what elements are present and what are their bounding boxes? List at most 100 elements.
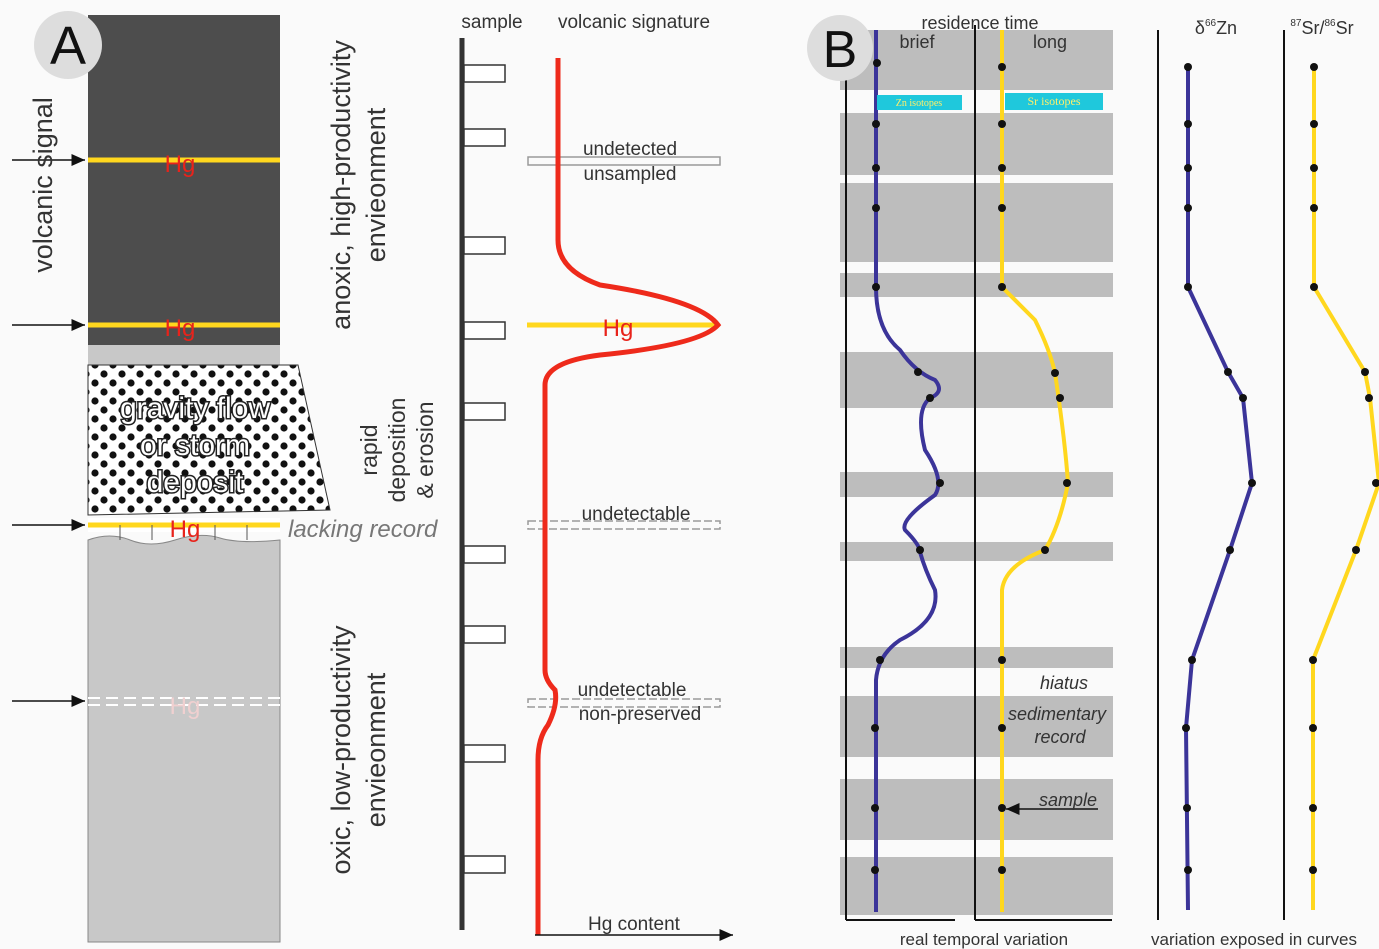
- sample-box: [464, 403, 505, 420]
- environment-label: envieonment: [361, 672, 391, 827]
- zn-prefix: δ: [1195, 18, 1205, 38]
- deposit-line: deposit: [147, 466, 244, 499]
- dot: [872, 164, 880, 172]
- dot: [1063, 479, 1071, 487]
- environment-label: anoxic, high-productivity: [326, 40, 356, 330]
- rapid-label: rapid: [356, 424, 382, 475]
- panel-label: B: [823, 21, 858, 79]
- dark-layer: [88, 15, 280, 345]
- dot: [998, 120, 1006, 128]
- deposit-line: or storm: [140, 429, 250, 462]
- dot: [998, 283, 1006, 291]
- sr-suffix: Sr: [1336, 18, 1354, 38]
- dot: [1309, 724, 1317, 732]
- dot: [998, 866, 1006, 874]
- band: [840, 472, 1113, 497]
- light-layer: [88, 535, 280, 942]
- light-strip: [88, 345, 280, 365]
- hg-label: Hg: [165, 315, 196, 342]
- dot: [1183, 804, 1191, 812]
- dot: [1224, 368, 1232, 376]
- dot: [998, 204, 1006, 212]
- band: [840, 30, 1113, 90]
- column-header: brief: [899, 32, 935, 52]
- dot: [1184, 283, 1192, 291]
- gap-label: undetectable: [582, 504, 691, 525]
- dot: [936, 479, 944, 487]
- dot: [1239, 394, 1247, 402]
- dot: [1310, 120, 1318, 128]
- dot: [1226, 546, 1234, 554]
- dot: [1352, 546, 1360, 554]
- sr-sup: 86: [1325, 18, 1337, 29]
- dot: [1248, 479, 1256, 487]
- hg-label: Hg: [165, 151, 196, 178]
- dot: [1309, 866, 1317, 874]
- dot: [1051, 369, 1059, 377]
- body: Hg Hg Hg Hg gravity flow or storm deposi…: [0, 0, 1379, 949]
- gap-label: unsampled: [584, 164, 677, 185]
- dot: [871, 804, 879, 812]
- dot: [1310, 204, 1318, 212]
- sample-box: [464, 237, 505, 254]
- sedimentary-record: record: [1034, 727, 1086, 747]
- residence-time: residence time: [921, 13, 1038, 33]
- dot: [1365, 394, 1373, 402]
- dot: [871, 866, 879, 874]
- dot: [998, 63, 1006, 71]
- hg-label: Hg: [170, 693, 201, 720]
- dot: [1184, 204, 1192, 212]
- dot: [872, 283, 880, 291]
- x-axis-label: Hg content: [588, 914, 681, 935]
- hiatus: hiatus: [1040, 673, 1088, 693]
- dot: [998, 164, 1006, 172]
- dot: [1184, 164, 1192, 172]
- gap-label: undetectable: [578, 680, 687, 701]
- dot: [1182, 724, 1190, 732]
- sample-box: [464, 856, 505, 873]
- dot: [1041, 546, 1049, 554]
- rapid-label: deposition: [384, 398, 410, 503]
- column-header: volcanic signature: [558, 12, 710, 33]
- dot: [872, 204, 880, 212]
- isotope-label: Zn isotopes: [896, 98, 942, 109]
- dot: [1184, 866, 1192, 874]
- dot: [1188, 656, 1196, 664]
- band: [840, 542, 1113, 561]
- rapid-label: & erosion: [412, 401, 438, 498]
- footer-label: real temporal variation: [900, 930, 1068, 949]
- dot: [1184, 63, 1192, 71]
- dot: [872, 120, 880, 128]
- environment-label: oxic, low-productivity: [326, 625, 356, 875]
- dot: [914, 368, 922, 376]
- sample-box: [464, 65, 505, 82]
- sample-box: [464, 546, 505, 563]
- sample-box: [464, 626, 505, 643]
- page: {"panel_a": {"label": "A", "volcanic_sig…: [0, 0, 1379, 949]
- dot: [1184, 120, 1192, 128]
- dot: [998, 804, 1006, 812]
- zn-suffix: Zn: [1216, 18, 1237, 38]
- sr-sup: 87: [1290, 18, 1302, 29]
- band: [840, 113, 1113, 175]
- sample-box: [464, 745, 505, 762]
- peak-hg: Hg: [603, 315, 634, 342]
- deposit-line: gravity flow: [120, 392, 270, 425]
- sample-box: [464, 322, 505, 339]
- dot: [916, 546, 924, 554]
- environment-label: envieonment: [361, 107, 391, 262]
- sedimentary-record: sedimentary: [1008, 704, 1107, 724]
- band: [840, 857, 1113, 915]
- hg-label: Hg: [170, 516, 201, 543]
- band: [840, 273, 1113, 297]
- band: [840, 183, 1113, 262]
- dot: [1361, 368, 1369, 376]
- zn-sup: 66: [1205, 18, 1217, 29]
- gap-label: non-preserved: [579, 704, 702, 725]
- dot: [1309, 656, 1317, 664]
- dot: [876, 656, 884, 664]
- dot: [998, 656, 1006, 664]
- dot: [1309, 804, 1317, 812]
- volcanic-signal: volcanic signal: [28, 97, 58, 273]
- dot: [1310, 164, 1318, 172]
